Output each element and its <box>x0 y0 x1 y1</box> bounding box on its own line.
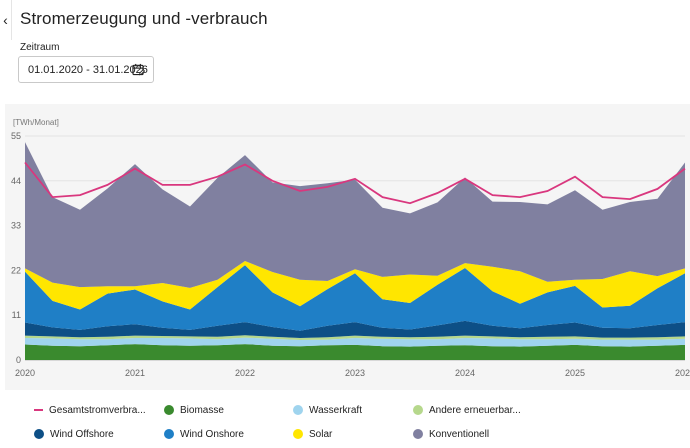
area-wasserkraft <box>25 337 685 347</box>
x-tick-label: 2023 <box>345 368 365 378</box>
legend-swatch <box>413 429 423 439</box>
legend-label: Wasserkraft <box>309 404 362 416</box>
legend-label: Wind Onshore <box>180 428 244 440</box>
legend-label: Andere erneuerbar... <box>429 404 521 416</box>
energy-area-chart[interactable]: 0 11 22 33 44 55 [TWh/Monat] 2020 2021 2022 2023 20… <box>5 104 690 390</box>
legend-label: Wind Offshore <box>50 428 114 440</box>
chart-legend: Gesamtstromverbra... Biomasse Wasserkraft A… <box>34 402 690 446</box>
y-tick-label: 22 <box>11 265 21 275</box>
date-range-label: Zeitraum <box>20 42 60 53</box>
legend-swatch <box>34 409 43 411</box>
legend-swatch <box>164 429 174 439</box>
legend-swatch <box>293 405 303 415</box>
area-wind-offshore <box>25 320 685 338</box>
legend-label: Solar <box>309 428 333 440</box>
legend-label: Konventionell <box>429 428 490 440</box>
legend-swatch <box>413 405 423 415</box>
area-solar <box>25 261 685 310</box>
x-tick-label: 2022 <box>235 368 255 378</box>
x-tick-label: 2026 <box>675 368 690 378</box>
chevron-left-icon: ‹ <box>3 12 8 28</box>
legend-item[interactable]: Wind Onshore <box>164 427 244 441</box>
legend-label: Biomasse <box>180 404 224 416</box>
chart-panel: 0 11 22 33 44 55 [TWh/Monat] 2020 2021 2022 2023 20… <box>5 104 690 390</box>
line-gesamtstromverbrauch <box>24 161 686 205</box>
x-tick-label: 2020 <box>15 368 35 378</box>
legend-item[interactable]: Solar <box>293 427 332 441</box>
x-tick-label: 2024 <box>455 368 475 378</box>
legend-swatch <box>293 429 303 439</box>
area-andere-erneuerbare <box>25 335 685 340</box>
y-tick-label: 55 <box>11 131 21 141</box>
y-tick-label: 33 <box>11 221 21 231</box>
page-title: Stromerzeugung und -verbrauch <box>20 9 268 28</box>
legend-label: Gesamtstromverbra... <box>49 404 146 416</box>
y-tick-label: 0 <box>16 355 21 365</box>
legend-item[interactable]: Konventionell <box>413 427 489 441</box>
legend-item[interactable]: Gesamtstromverbra... <box>34 403 146 417</box>
back-button[interactable]: ‹ <box>0 0 12 40</box>
calendar-edit-icon[interactable] <box>132 63 145 76</box>
x-tick-label: 2025 <box>565 368 585 378</box>
y-tick-label: 44 <box>11 176 21 186</box>
date-range-picker[interactable]: 01.01.2020 - 31.01.2026 <box>18 56 154 83</box>
date-range-value: 01.01.2020 - 31.01.2026 <box>28 63 148 76</box>
legend-item[interactable]: Biomasse <box>164 403 224 417</box>
legend-item[interactable]: Andere erneuerbar... <box>413 403 521 417</box>
area-konventionell <box>25 142 685 288</box>
area-wind-onshore <box>25 265 685 331</box>
x-tick-label: 2021 <box>125 368 145 378</box>
legend-swatch <box>34 429 44 439</box>
legend-item[interactable]: Wind Offshore <box>34 427 114 441</box>
y-tick-label: 11 <box>12 310 21 320</box>
y-unit-label: [TWh/Monat] <box>13 118 59 127</box>
area-biomasse <box>25 344 685 360</box>
legend-swatch <box>164 405 174 415</box>
legend-item[interactable]: Wasserkraft <box>293 403 362 417</box>
